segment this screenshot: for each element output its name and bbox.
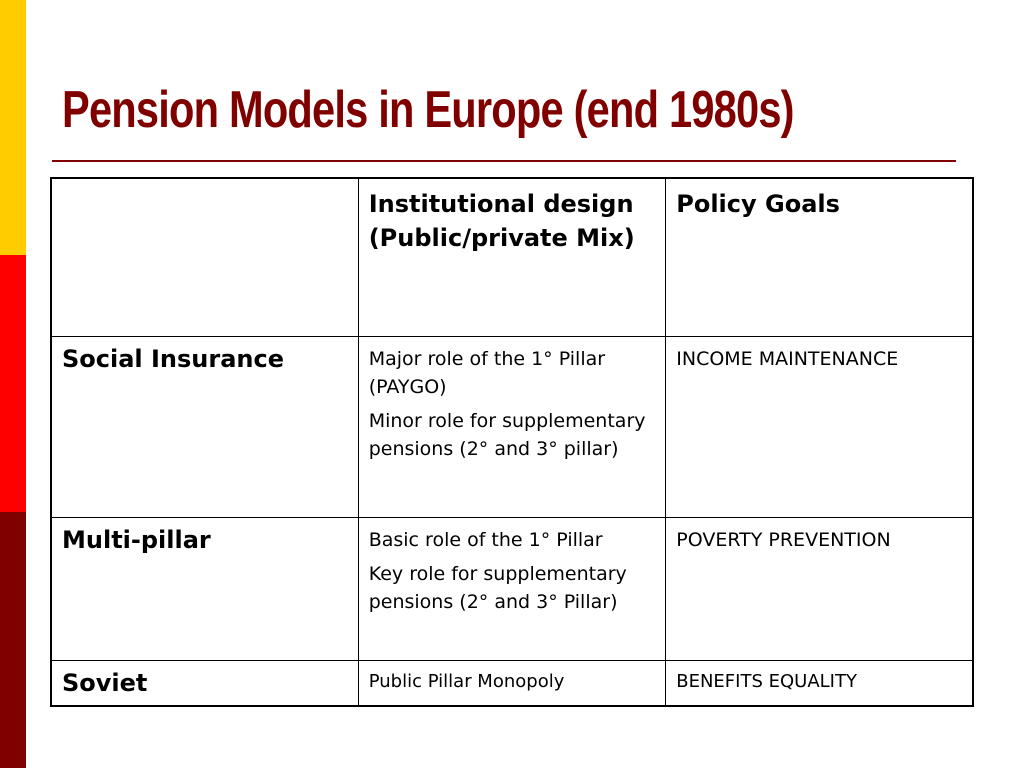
header-institutional-design: Institutional design (Public/private Mix… — [357, 177, 667, 337]
goal-cell-social-insurance: INCOME MAINTENANCE — [665, 335, 974, 518]
table-row: Multi-pillar Basic role of the 1° Pillar… — [50, 516, 974, 661]
side-bar-yellow-segment — [0, 0, 26, 255]
slide-title: Pension Models in Europe (end 1980s) — [62, 81, 795, 139]
table-header-row: Institutional design (Public/private Mix… — [50, 177, 974, 337]
goal-cell-soviet: BENEFITS EQUALITY — [665, 659, 974, 707]
design-line: Key role for supplementary pensions (2° … — [368, 562, 627, 613]
side-bar-red-segment — [0, 255, 26, 512]
pension-models-table: Institutional design (Public/private Mix… — [50, 177, 974, 707]
table-corner-cell — [50, 177, 359, 337]
design-cell-multi-pillar: Basic role of the 1° Pillar Key role for… — [357, 516, 667, 661]
design-line: Minor role for supplementary pensions (2… — [368, 409, 646, 460]
header-policy-goals: Policy Goals — [665, 177, 974, 337]
goal-cell-multi-pillar: POVERTY PREVENTION — [665, 516, 974, 661]
side-color-bar — [0, 0, 26, 768]
row-label-social-insurance: Social Insurance — [50, 335, 359, 518]
design-cell-social-insurance: Major role of the 1° Pillar (PAYGO) Mino… — [357, 335, 667, 518]
table-row: Social Insurance Major role of the 1° Pi… — [50, 335, 974, 518]
design-line: Public Pillar Monopoly — [368, 670, 565, 692]
design-cell-soviet: Public Pillar Monopoly — [357, 659, 667, 707]
row-label-soviet: Soviet — [50, 659, 359, 707]
design-line: Basic role of the 1° Pillar — [368, 528, 603, 551]
table-row: Soviet Public Pillar Monopoly BENEFITS E… — [50, 659, 974, 707]
title-underline-rule — [52, 160, 956, 162]
design-line: Major role of the 1° Pillar (PAYGO) — [368, 347, 606, 398]
row-label-multi-pillar: Multi-pillar — [50, 516, 359, 661]
side-bar-dark-red-segment — [0, 512, 26, 768]
